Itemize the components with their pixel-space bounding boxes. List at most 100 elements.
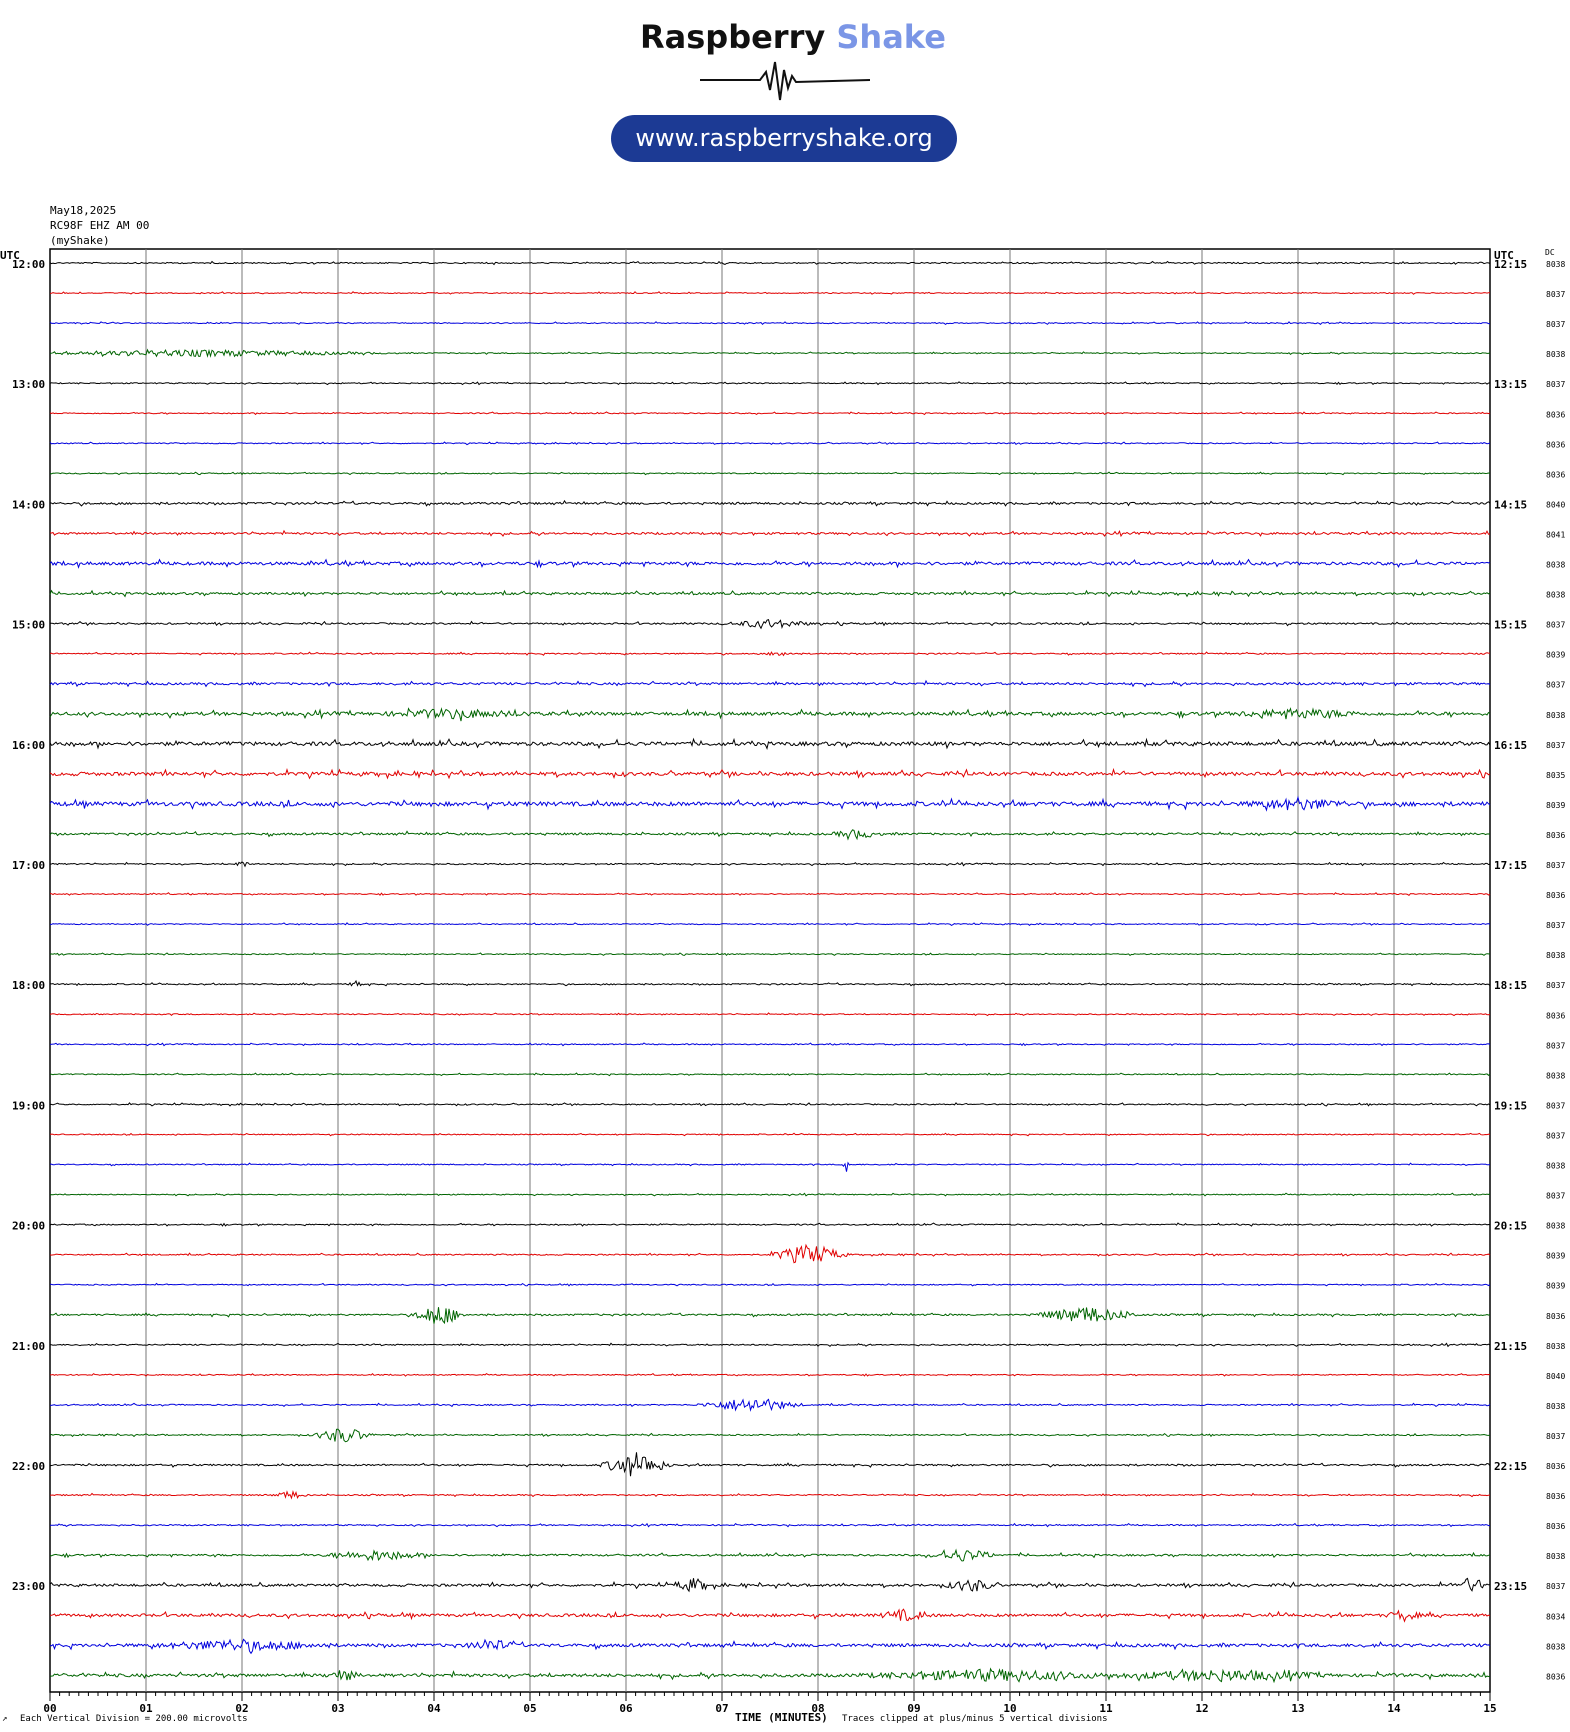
seismic-trace xyxy=(49,381,1491,386)
hour-label-right: 16:15 xyxy=(1494,739,1527,752)
dc-value: 8037 xyxy=(1546,921,1565,930)
x-tick-label: 06 xyxy=(619,1702,633,1715)
x-tick-label: 11 xyxy=(1099,1702,1113,1715)
x-tick-label: 09 xyxy=(907,1702,920,1715)
dc-value: 8038 xyxy=(1546,711,1565,720)
seismic-trace xyxy=(49,1222,1491,1227)
hour-label-right: 21:15 xyxy=(1494,1340,1527,1353)
seismic-trace xyxy=(49,1012,1491,1017)
dc-value: 8039 xyxy=(1546,1282,1565,1291)
hour-label-right: 17:15 xyxy=(1494,859,1527,872)
dc-value: 8036 xyxy=(1546,831,1565,840)
dc-value: 8036 xyxy=(1546,1011,1565,1020)
hour-label-right: 19:15 xyxy=(1494,1099,1527,1112)
dc-value: 8036 xyxy=(1546,1492,1565,1501)
hour-label-left: 20:00 xyxy=(12,1220,45,1233)
x-tick-label: 15 xyxy=(1483,1702,1496,1715)
dc-value: 8034 xyxy=(1546,1612,1565,1621)
seismic-trace xyxy=(49,1072,1491,1077)
data-source: (myShake) xyxy=(50,234,110,247)
dc-value: 8037 xyxy=(1546,861,1565,870)
seismic-trace xyxy=(49,1490,1491,1500)
seismic-trace xyxy=(49,260,1491,266)
hour-label-right: 22:15 xyxy=(1494,1460,1527,1473)
x-tick-label: 14 xyxy=(1387,1702,1401,1715)
dc-value: 8036 xyxy=(1546,891,1565,900)
dc-value: 8038 xyxy=(1546,1402,1565,1411)
dc-value: 8037 xyxy=(1546,290,1565,299)
dc-value: 8036 xyxy=(1546,470,1565,479)
seismic-trace xyxy=(49,707,1491,722)
seismic-trace xyxy=(49,348,1491,358)
station-code: RC98F EHZ AM 00 xyxy=(50,219,150,232)
seismic-trace xyxy=(49,737,1491,750)
seismic-trace xyxy=(50,619,1491,630)
seismic-trace xyxy=(49,922,1491,926)
hour-label-left: 17:00 xyxy=(12,859,45,872)
dc-value: 8039 xyxy=(1546,801,1565,810)
website-link[interactable]: www.raspberryshake.org xyxy=(611,115,957,162)
seismic-trace xyxy=(49,861,1491,868)
x-tick-label: 01 xyxy=(139,1702,153,1715)
seismic-trace xyxy=(49,651,1491,657)
seismic-trace xyxy=(49,1608,1491,1623)
dc-value: 8037 xyxy=(1546,380,1565,389)
dc-value: 8039 xyxy=(1546,1252,1565,1261)
brand-word: Raspberry xyxy=(640,18,826,56)
dc-value: 8036 xyxy=(1546,1522,1565,1531)
dc-value: 8037 xyxy=(1546,1131,1565,1140)
dc-value: 8038 xyxy=(1546,350,1565,359)
seismic-trace xyxy=(49,1243,1491,1264)
left-utc-label: UTC xyxy=(0,249,20,262)
dc-value: 8038 xyxy=(1546,1552,1565,1561)
seismic-trace xyxy=(49,1192,1491,1197)
hour-label-right: 18:15 xyxy=(1494,979,1527,992)
dc-value: 8037 xyxy=(1546,1041,1565,1050)
dc-value: 8038 xyxy=(1546,591,1565,600)
dc-value: 8036 xyxy=(1546,1672,1565,1681)
hour-label-left: 18:00 xyxy=(12,979,45,992)
brand-wordmark: Raspberry Shake xyxy=(640,18,946,56)
seismic-trace xyxy=(50,1342,1491,1348)
hour-label-left: 12:00 xyxy=(12,258,45,271)
hour-label-left: 14:00 xyxy=(12,498,45,511)
hour-label-right: 13:15 xyxy=(1494,378,1527,391)
dc-value: 8038 xyxy=(1546,561,1565,570)
dc-value: 8038 xyxy=(1546,951,1565,960)
dc-value: 8037 xyxy=(1546,621,1565,630)
x-axis-label: TIME (MINUTES) xyxy=(735,1711,828,1724)
seismic-trace xyxy=(49,1307,1491,1325)
dc-value: 8035 xyxy=(1546,771,1565,780)
hour-label-right: 15:15 xyxy=(1494,619,1527,632)
hour-label-right: 12:15 xyxy=(1494,258,1527,271)
dc-value: 8038 xyxy=(1546,1071,1565,1080)
right-utc-label: UTC xyxy=(1494,249,1514,262)
brand-word-accent: Shake xyxy=(836,18,946,56)
seismic-trace xyxy=(49,1548,1491,1562)
hour-label-right: 14:15 xyxy=(1494,498,1527,511)
hour-label-left: 22:00 xyxy=(12,1460,45,1473)
x-tick-label: 10 xyxy=(1003,1702,1016,1715)
hour-label-left: 13:00 xyxy=(12,378,45,391)
dc-value: 8037 xyxy=(1546,1101,1565,1110)
dc-value: 8037 xyxy=(1546,1582,1565,1591)
dc-value: 8040 xyxy=(1546,1372,1565,1381)
dc-value: 8037 xyxy=(1546,981,1565,990)
seismic-trace xyxy=(49,1577,1491,1593)
seismic-trace xyxy=(50,1102,1491,1107)
x-tick-label: 08 xyxy=(811,1702,824,1715)
dc-value: 8038 xyxy=(1546,1642,1565,1651)
x-tick-label: 02 xyxy=(235,1702,248,1715)
hour-label-left: 21:00 xyxy=(12,1340,45,1353)
x-tick-label: 03 xyxy=(331,1702,344,1715)
seismic-trace xyxy=(49,1667,1491,1684)
dc-value: 8036 xyxy=(1546,1312,1565,1321)
seismic-trace xyxy=(49,1161,1491,1172)
dc-value: 8038 xyxy=(1546,260,1565,269)
hour-label-left: 15:00 xyxy=(12,619,45,632)
dc-value: 8041 xyxy=(1546,530,1565,539)
dc-value: 8037 xyxy=(1546,1432,1565,1441)
scale-note: Each Vertical Division = 200.00 microvol… xyxy=(20,1714,248,1724)
x-tick-label: 00 xyxy=(43,1702,56,1715)
seismic-trace xyxy=(49,441,1491,446)
